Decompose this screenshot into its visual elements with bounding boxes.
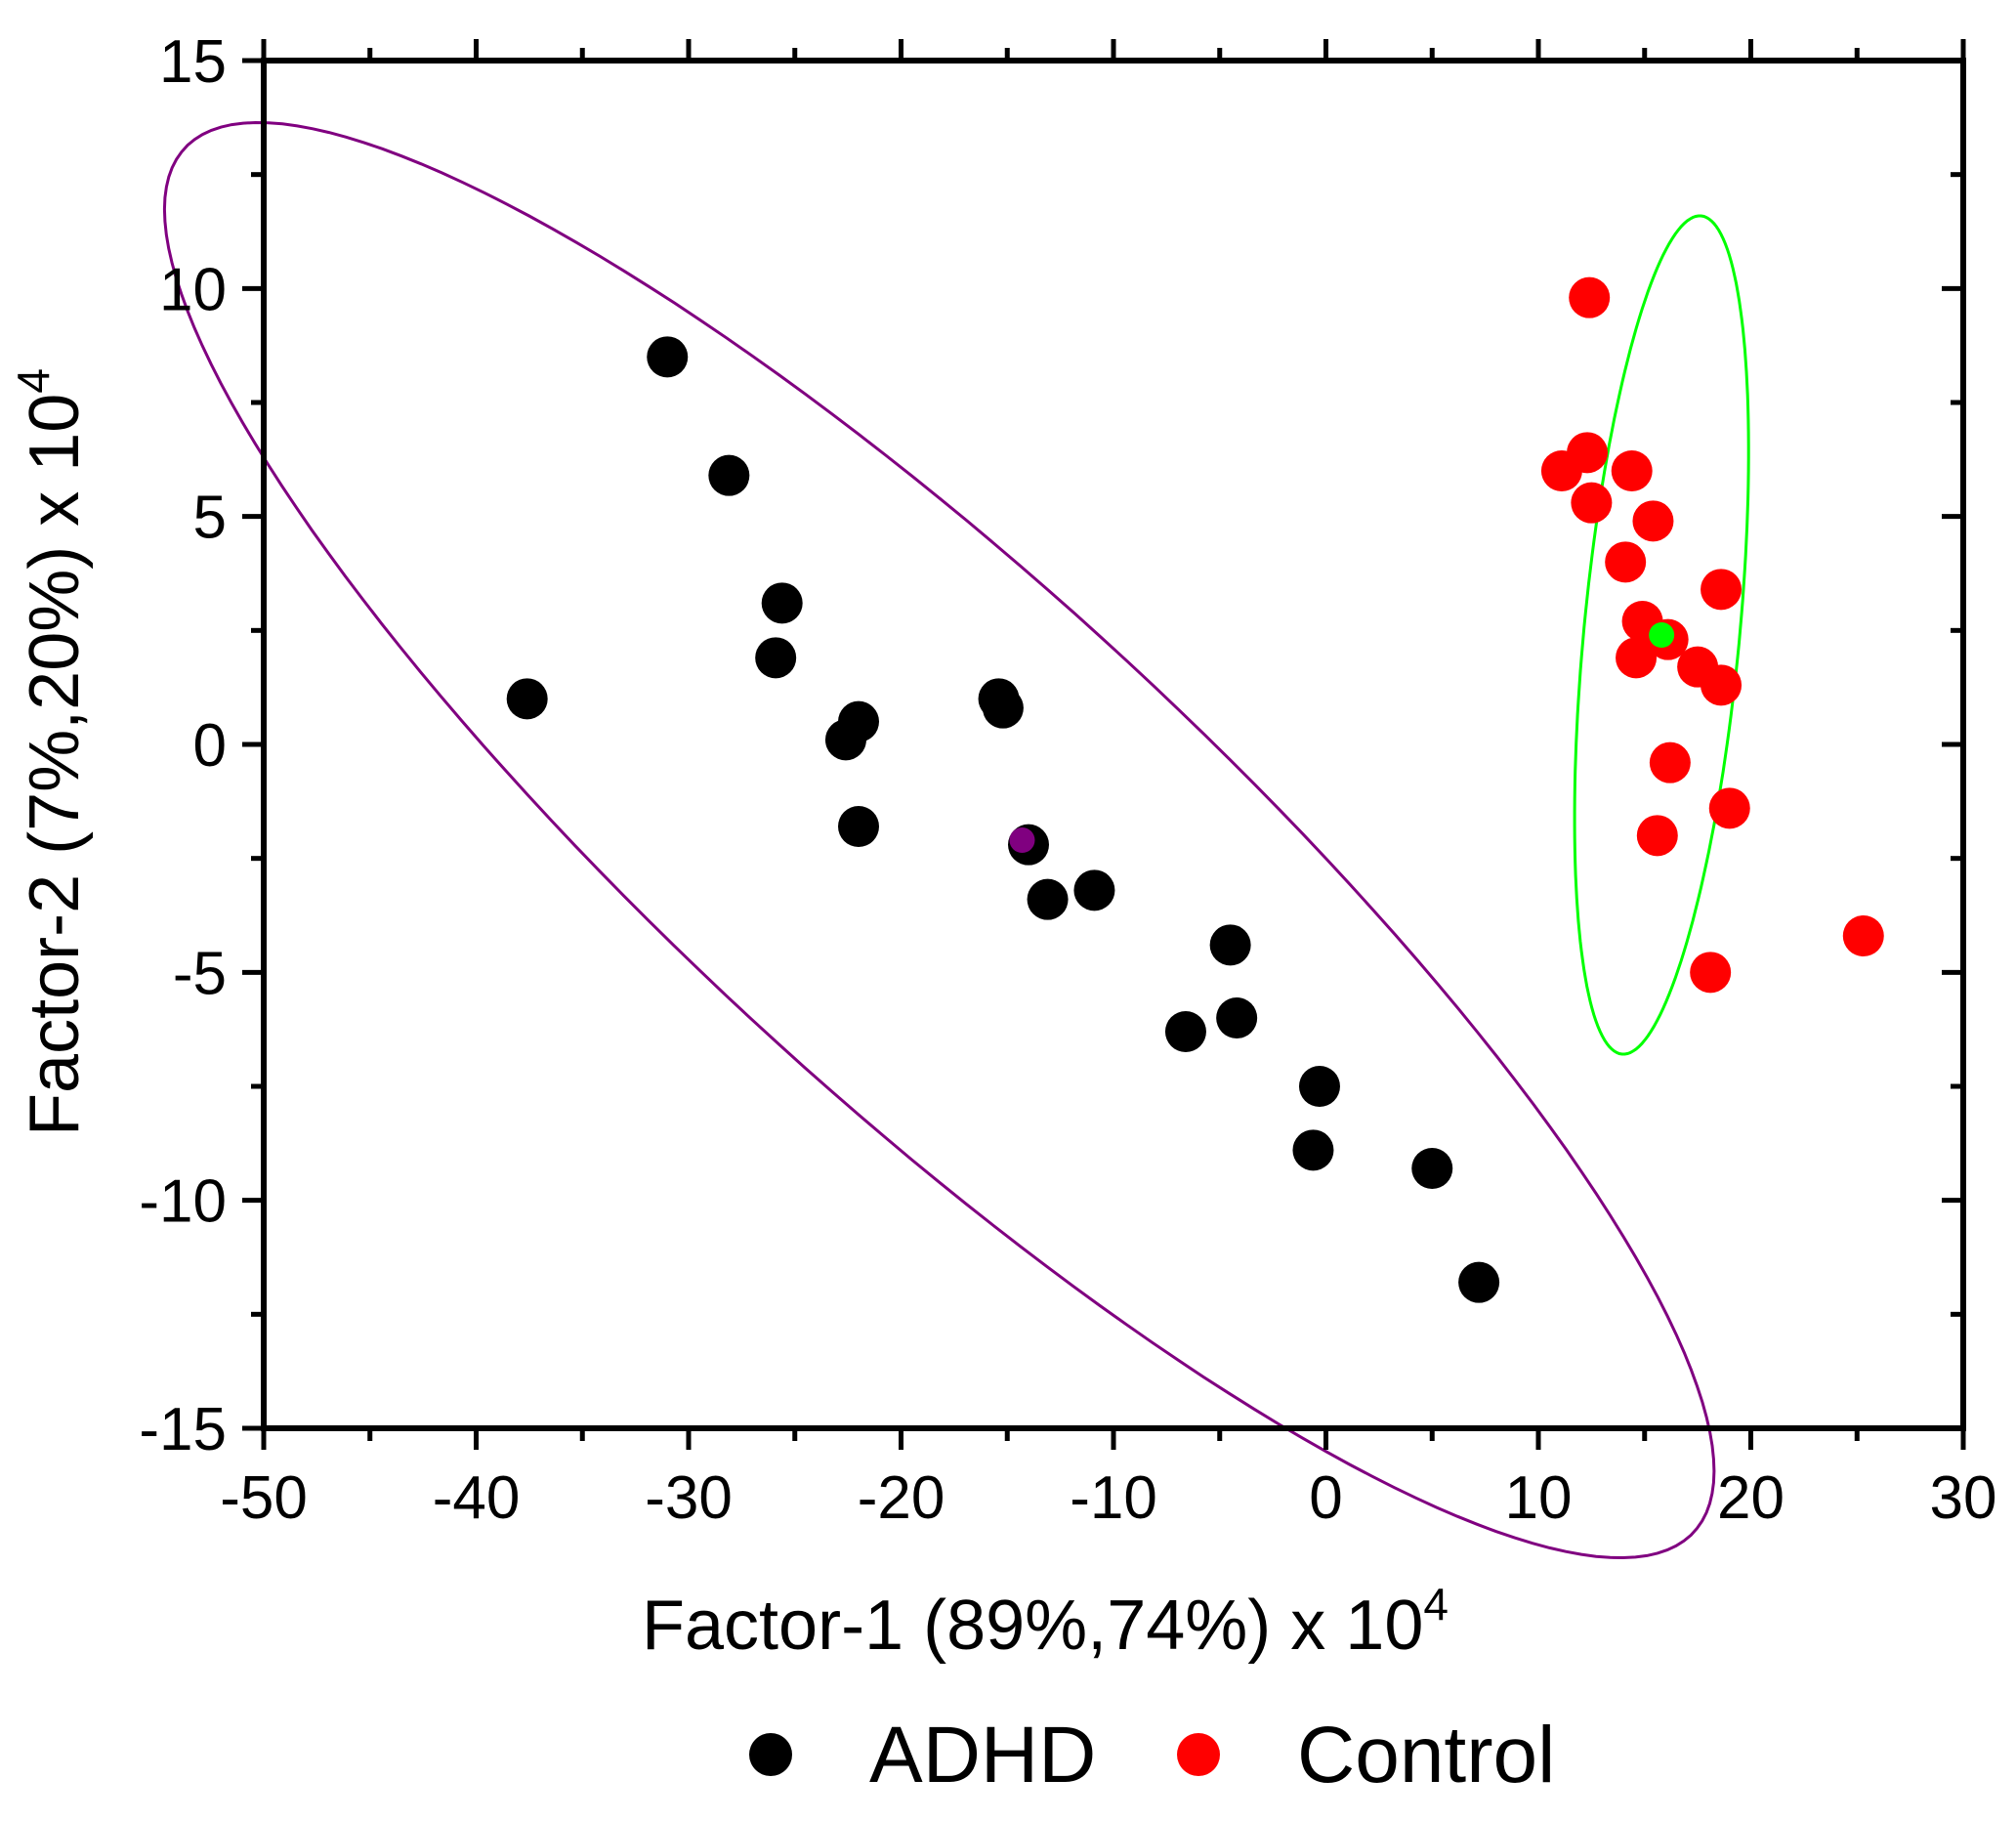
point-control xyxy=(1605,541,1647,583)
axis-ticks xyxy=(242,39,1966,1450)
point-adhd xyxy=(761,582,803,624)
x-tick-label: -30 xyxy=(645,1464,733,1532)
point-control xyxy=(1842,915,1884,956)
point-adhd xyxy=(755,637,797,679)
point-adhd xyxy=(838,806,879,847)
y-tick-label: 10 xyxy=(159,256,227,323)
point-control xyxy=(1701,569,1743,611)
point-adhd xyxy=(1298,1066,1340,1107)
y-tick-label: 0 xyxy=(193,712,227,780)
point-adhd xyxy=(1216,997,1258,1038)
x-tick-label: 20 xyxy=(1717,1464,1785,1532)
data-points xyxy=(506,276,1884,1303)
legend-label-adhd: ADHD xyxy=(869,1711,1096,1800)
point-adhd xyxy=(824,719,866,761)
centroid-adhd xyxy=(1009,827,1035,853)
ellipse-control xyxy=(1573,214,1750,1056)
point-adhd xyxy=(1458,1261,1500,1303)
x-tick-label: -40 xyxy=(433,1464,521,1532)
y-axis-title: Factor-2 (7%,20%) x 104 xyxy=(8,368,94,1136)
point-control xyxy=(1569,276,1611,318)
legend: ADHD Control xyxy=(749,1711,1555,1800)
legend-marker-adhd xyxy=(749,1733,792,1776)
point-control xyxy=(1616,637,1658,679)
y-tick-label: 15 xyxy=(159,28,227,96)
ellipse-adhd xyxy=(162,120,1716,1560)
x-tick-label: -50 xyxy=(220,1464,308,1532)
group-centroids xyxy=(1009,622,1675,853)
point-adhd xyxy=(708,454,750,496)
y-tick-label: -5 xyxy=(173,940,227,1007)
confidence-ellipses xyxy=(162,120,1750,1560)
point-control xyxy=(1701,664,1743,706)
legend-label-control: Control xyxy=(1297,1711,1555,1800)
y-tick-label: -10 xyxy=(139,1168,227,1236)
y-tick-label: 5 xyxy=(193,485,227,552)
point-control xyxy=(1632,500,1674,542)
point-control xyxy=(1571,482,1613,524)
x-tick-label: -20 xyxy=(858,1464,945,1532)
point-control xyxy=(1690,952,1732,994)
point-adhd xyxy=(506,678,548,720)
point-adhd xyxy=(647,336,689,378)
point-control xyxy=(1708,787,1750,829)
y-tick-label: -15 xyxy=(139,1396,227,1463)
point-adhd xyxy=(1411,1148,1453,1189)
point-adhd xyxy=(1073,869,1115,911)
x-tick-label: -10 xyxy=(1070,1464,1157,1532)
x-axis-title: Factor-1 (89%,74%) x 104 xyxy=(642,1579,1449,1665)
centroid-control xyxy=(1649,622,1675,648)
point-adhd xyxy=(1027,878,1069,920)
legend-marker-control xyxy=(1177,1733,1220,1776)
point-control xyxy=(1540,450,1582,491)
point-control xyxy=(1611,450,1653,491)
point-adhd xyxy=(1209,924,1251,966)
point-adhd xyxy=(982,687,1024,729)
plot-frame xyxy=(261,58,1966,1431)
x-tick-label: 30 xyxy=(1930,1464,1997,1532)
point-control xyxy=(1636,815,1678,857)
x-tick-label: 10 xyxy=(1505,1464,1573,1532)
point-adhd xyxy=(1292,1129,1334,1171)
x-tick-label: 0 xyxy=(1309,1464,1342,1532)
point-control xyxy=(1649,741,1691,783)
point-adhd xyxy=(1164,1011,1206,1052)
